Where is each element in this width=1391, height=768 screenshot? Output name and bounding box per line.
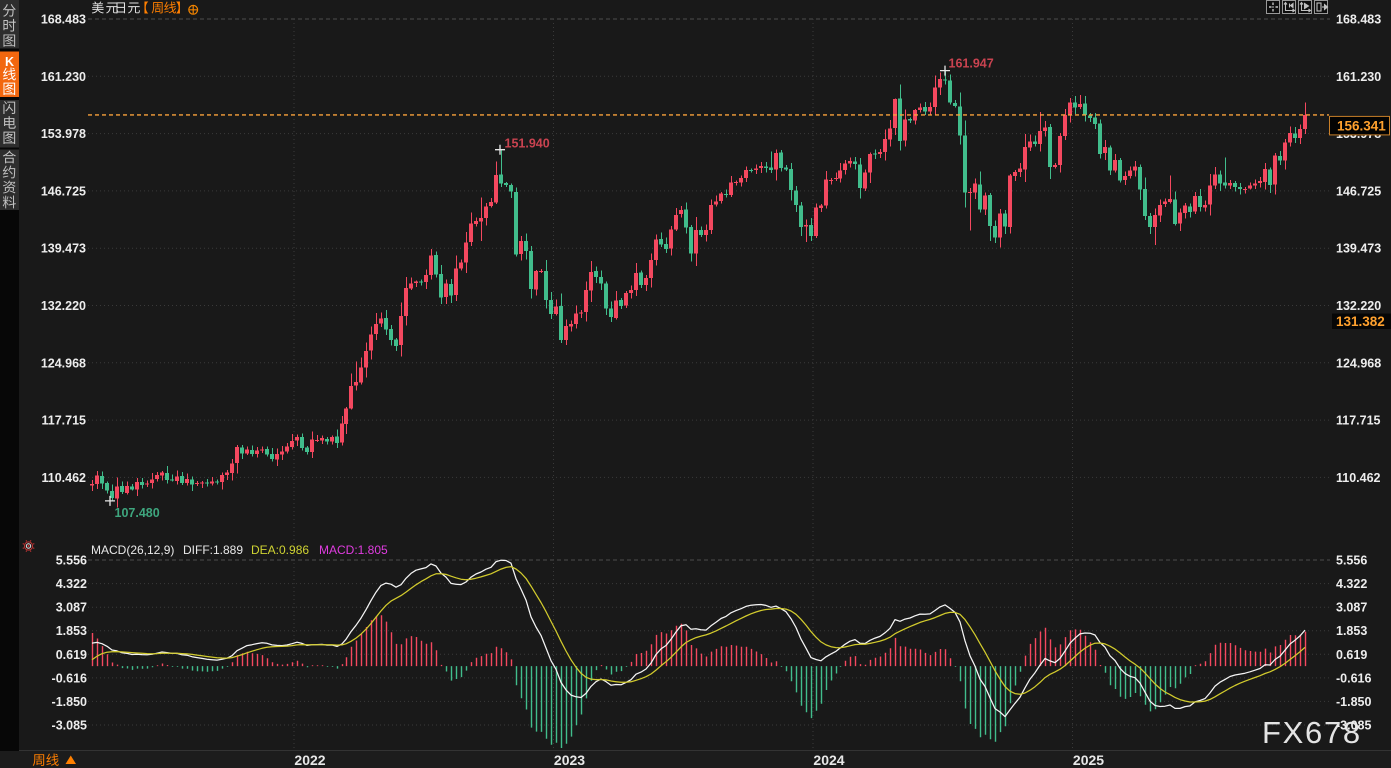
svg-text:2025: 2025 [1073,752,1104,768]
svg-text:168.483: 168.483 [1336,13,1381,27]
svg-text:107.480: 107.480 [115,506,160,520]
svg-text:139.473: 139.473 [41,242,86,256]
svg-text:146.725: 146.725 [41,184,86,198]
svg-text:-1.850: -1.850 [52,695,87,709]
svg-text:132.220: 132.220 [41,299,86,313]
svg-text:-1.850: -1.850 [1336,695,1371,709]
svg-text:124.968: 124.968 [41,356,86,370]
svg-text:131.382: 131.382 [1336,314,1385,329]
svg-text:-3.085: -3.085 [1336,719,1371,733]
svg-text:0.619: 0.619 [56,648,87,662]
svg-text:168.483: 168.483 [41,13,86,27]
svg-text:-3.085: -3.085 [52,719,87,733]
svg-text:3.087: 3.087 [56,601,87,615]
svg-text:K: K [5,55,14,69]
svg-text:156.341: 156.341 [1337,118,1386,133]
svg-text:5.556: 5.556 [1336,554,1367,568]
svg-text:2024: 2024 [813,752,844,768]
svg-text:0.619: 0.619 [1336,648,1367,662]
svg-text:5.556: 5.556 [56,554,87,568]
svg-text:110.462: 110.462 [1336,471,1381,485]
svg-text:124.968: 124.968 [1336,356,1381,370]
svg-text:146.725: 146.725 [1336,184,1381,198]
svg-text:139.473: 139.473 [1336,242,1381,256]
svg-text:-0.616: -0.616 [1336,671,1371,685]
svg-text:1.853: 1.853 [56,624,87,638]
svg-text:FX678: FX678 [1262,715,1362,750]
svg-text:161.230: 161.230 [1336,70,1381,84]
svg-text:153.978: 153.978 [41,127,86,141]
svg-text:MACD(26,12,9): MACD(26,12,9) [91,543,174,557]
svg-text:DEA:0.986: DEA:0.986 [251,543,309,557]
svg-text:4.322: 4.322 [56,577,87,591]
svg-text:117.715: 117.715 [1336,414,1381,428]
svg-text:MACD:1.805: MACD:1.805 [319,543,388,557]
svg-text:4.322: 4.322 [1336,577,1367,591]
svg-text:161.947: 161.947 [949,57,994,71]
svg-text:132.220: 132.220 [1336,299,1381,313]
svg-text:151.940: 151.940 [505,137,550,151]
svg-text:2022: 2022 [294,752,325,768]
svg-text:1.853: 1.853 [1336,624,1367,638]
svg-text:117.715: 117.715 [42,414,87,428]
svg-text:3.087: 3.087 [1336,601,1367,615]
svg-text:110.462: 110.462 [42,471,87,485]
svg-text:161.230: 161.230 [41,70,86,84]
svg-text:2023: 2023 [554,752,585,768]
svg-text:DIFF:1.889: DIFF:1.889 [183,543,243,557]
svg-text:-0.616: -0.616 [52,671,87,685]
